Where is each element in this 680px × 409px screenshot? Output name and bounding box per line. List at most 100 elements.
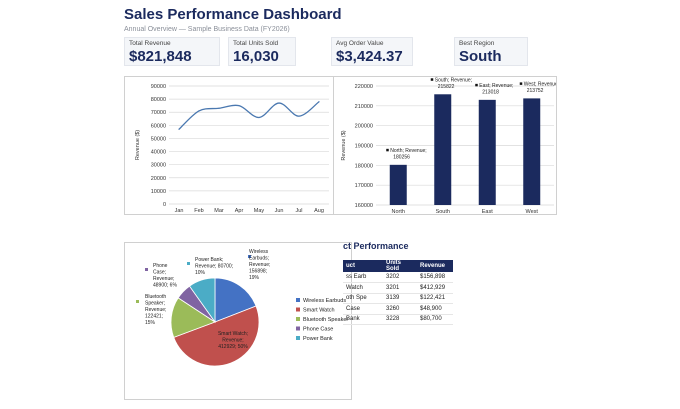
data-label-value: 213018 <box>482 89 499 95</box>
legend-swatch <box>296 298 300 302</box>
table-cell: oth Spe <box>343 293 383 304</box>
y-tick-label: 40000 <box>151 150 166 156</box>
line-point <box>198 110 200 112</box>
line-point <box>298 115 300 117</box>
pie-slice <box>214 277 257 323</box>
kpi-card-avg-order-value: Avg Order Value $3,424.37 <box>331 37 413 66</box>
y-tick-label: 200000 <box>355 124 373 130</box>
table-header-row: uct Units Sold Revenue <box>343 260 453 272</box>
y-axis-label: Revenue ($) <box>135 130 141 160</box>
legend-entry: Phone Case <box>303 327 333 333</box>
table-cell: $412,929 <box>417 282 453 294</box>
y-tick-label: 180000 <box>355 163 373 169</box>
legend-entry: Power Bank <box>303 336 333 342</box>
table-cell: $156,898 <box>417 272 453 283</box>
table-row: Case 3260 $48,900 <box>343 303 453 315</box>
x-tick-label: Jun <box>275 208 284 214</box>
pie-slice <box>173 305 260 367</box>
data-label-marker <box>386 148 389 152</box>
x-tick-label: Aug <box>314 208 324 214</box>
x-tick-label: West <box>526 209 539 215</box>
y-tick-label: 50000 <box>151 136 166 142</box>
slice-marker <box>209 297 212 300</box>
data-label: Phone <box>153 263 168 269</box>
x-tick-label: Jul <box>295 208 302 214</box>
table-row: Bank 3228 $80,700 <box>343 314 453 325</box>
y-tick-label: 0 <box>163 202 166 208</box>
data-label: 156898; <box>249 269 267 275</box>
pie-slice <box>188 277 216 324</box>
data-label: West; Revenue; <box>524 81 557 87</box>
table-title: ct Performance <box>343 241 409 251</box>
bar-chart: 160000 170000 180000 190000 200000 210000 2200… <box>341 77 557 215</box>
kpi-value: $3,424.37 <box>336 48 403 65</box>
table-cell: $80,700 <box>417 314 453 325</box>
data-label: 19% <box>249 275 260 281</box>
y-tick-label: 90000 <box>151 84 166 90</box>
pie-chart: WirelessEarbuds;Revenue;156898;19%Smart … <box>136 249 348 367</box>
x-tick-label: East <box>482 209 493 215</box>
data-label: Smart Watch; <box>218 331 248 337</box>
y-tick-label: 20000 <box>151 176 166 182</box>
data-label: Revenue; <box>222 338 243 344</box>
line-point <box>258 116 260 119</box>
line-point <box>238 105 240 107</box>
table-header-units: Units Sold <box>383 260 417 272</box>
data-label: South; Revenue; <box>435 77 472 83</box>
y-tick-label: 70000 <box>151 110 166 116</box>
data-label: Bluetooth <box>145 294 166 300</box>
line-chart: 0 10000 20000 30000 40000 50000 60000 70000 8000… <box>135 84 329 214</box>
kpi-card-best-region: Best Region South <box>454 37 528 66</box>
data-label: 48900; 6% <box>153 283 177 289</box>
revenue-line <box>178 101 320 130</box>
data-label-marker <box>145 268 148 271</box>
x-tick-label: Mar <box>214 208 224 214</box>
bar <box>434 94 452 205</box>
y-tick-label: 190000 <box>355 144 373 150</box>
x-tick-label: Feb <box>194 208 203 214</box>
product-table: uct Units Sold Revenue ss Earb 3202 $156… <box>343 260 453 325</box>
kpi-label: Total Units Sold <box>233 40 279 47</box>
table-cell: $48,900 <box>417 303 453 315</box>
line-chart-panel: 0 10000 20000 30000 40000 50000 60000 70000 8000… <box>124 76 334 215</box>
data-label-marker <box>136 300 139 303</box>
data-label: Power Bank; <box>195 257 223 263</box>
kpi-card-total-revenue: Total Revenue $821,848 <box>124 37 220 66</box>
data-label: 10% <box>195 270 206 276</box>
data-label-marker <box>430 78 434 81</box>
kpi-label: Avg Order Value <box>336 40 384 47</box>
data-label: Revenue; <box>249 262 270 268</box>
data-label: Revenue; <box>153 276 174 282</box>
y-tick-label: 60000 <box>151 123 166 129</box>
data-label-marker <box>248 255 251 258</box>
y-tick-label: 30000 <box>151 163 166 169</box>
data-label: Revenue; <box>145 307 166 313</box>
kpi-value: 16,030 <box>233 48 279 65</box>
bar <box>523 98 541 205</box>
kpi-card-total-units: Total Units Sold 16,030 <box>228 37 296 66</box>
y-axis-label: Revenue ($) <box>341 130 347 160</box>
data-label: Speaker; <box>145 301 165 307</box>
data-label: Wireless <box>249 249 269 255</box>
table-cell: 3260 <box>383 303 417 315</box>
kpi-value: $821,848 <box>129 48 192 65</box>
kpi-label: Best Region <box>459 40 495 47</box>
table-cell: 3202 <box>383 272 417 283</box>
table-cell: 3228 <box>383 314 417 325</box>
data-label: East; Revenue; <box>479 83 513 89</box>
slice-marker <box>191 295 194 298</box>
line-point <box>318 101 320 103</box>
table-cell: $122,421 <box>417 293 453 304</box>
legend-entry: Bluetooth Speaker <box>303 317 348 323</box>
kpi-label: Total Revenue <box>129 40 171 47</box>
y-tick-label: 210000 <box>355 104 373 110</box>
data-label: 15% <box>145 320 156 326</box>
page-title: Sales Performance Dashboard <box>124 6 342 23</box>
data-label: Case; <box>153 270 166 276</box>
legend-swatch <box>296 326 300 331</box>
legend-swatch <box>296 336 300 340</box>
bar-chart-panel: 160000 170000 180000 190000 200000 210000 2200… <box>333 76 557 215</box>
page-subtitle: Annual Overview — Sample Business Data (… <box>124 26 290 33</box>
line-point <box>178 128 180 130</box>
data-label-value: 213752 <box>527 88 544 94</box>
